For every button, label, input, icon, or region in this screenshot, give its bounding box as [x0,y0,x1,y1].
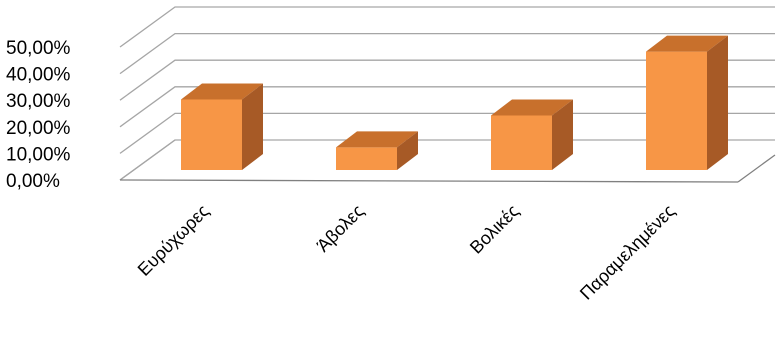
bar-front-face [646,51,707,170]
y-axis-tick-labels: 0,00% 10,00% 20,00% 30,00% 40,00% 50,00% [6,38,71,192]
bar-top-face [646,35,728,52]
gridline [119,59,775,101]
bar-front-face [491,115,552,170]
bar-side-face [397,131,418,170]
y-tick-label: 20,00% [6,118,71,139]
y-tick-label: 50,00% [6,38,71,59]
bar-front-face [336,147,397,170]
floor-left-edge [119,139,176,181]
floor-front-edge [119,179,739,183]
bar [491,99,573,170]
gridline [119,86,775,128]
category-label: Παραμελημένες [576,200,679,303]
bar-side-face [242,83,263,170]
gridline [119,112,775,154]
category-label: Ευρύχωρες [134,200,213,279]
bar [181,83,263,170]
bars [181,35,728,170]
bar [646,35,728,170]
bar-top-face [336,131,418,148]
bar-side-face [552,99,573,170]
bar-top-face [491,99,573,116]
y-tick-label: 10,00% [6,144,71,165]
x-axis-category-labels: Ευρύχωρες Άβολες Βολικές Παραμελημένες [134,200,679,303]
floor-right-edge [737,154,776,183]
category-label: Βολικές [466,200,523,257]
y-tick-label: 0,00% [6,171,60,192]
category-label: Άβολες [313,200,368,255]
y-tick-label: 40,00% [6,65,71,86]
bar [336,131,418,170]
gridlines [119,6,776,183]
y-tick-label: 30,00% [6,91,71,112]
gridline [119,6,775,48]
bar-front-face [181,99,242,170]
bar-top-face [181,83,263,100]
gridline [119,32,775,75]
bar-side-face [707,35,728,170]
